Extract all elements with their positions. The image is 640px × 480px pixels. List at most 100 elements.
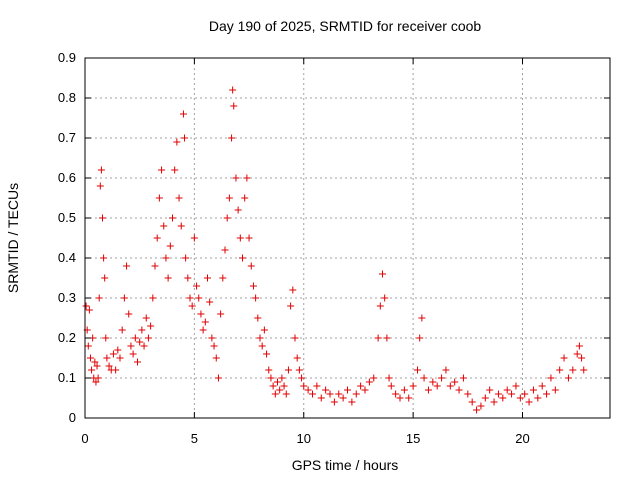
data-point	[376, 302, 384, 310]
data-point	[105, 362, 113, 370]
data-point	[245, 234, 253, 242]
data-point	[158, 166, 166, 174]
data-point	[229, 86, 237, 94]
data-point	[131, 334, 139, 342]
y-tick-label: 0.1	[58, 370, 76, 385]
data-point	[88, 366, 96, 374]
data-point	[287, 302, 295, 310]
data-point	[473, 406, 481, 414]
data-point	[486, 386, 494, 394]
data-point	[204, 274, 211, 282]
y-axis-label: SRMTID / TECUs	[5, 183, 21, 293]
data-point	[271, 390, 279, 398]
data-point	[247, 262, 255, 270]
data-point	[164, 274, 172, 282]
data-point	[374, 334, 382, 342]
data-point	[525, 398, 533, 406]
data-point	[564, 374, 572, 382]
data-point	[252, 294, 260, 302]
data-point	[97, 166, 105, 174]
data-point	[125, 310, 133, 318]
data-point	[136, 338, 144, 346]
data-point	[175, 194, 183, 202]
data-point	[169, 214, 176, 222]
data-point	[142, 314, 150, 322]
data-point	[93, 362, 101, 370]
data-point	[370, 374, 378, 382]
data-point	[112, 366, 120, 374]
x-tick-label: 10	[297, 431, 311, 446]
data-point	[260, 326, 268, 334]
x-tick-label: 15	[406, 431, 420, 446]
data-point	[201, 318, 209, 326]
data-point	[212, 354, 220, 362]
y-tick-label: 0.3	[58, 290, 76, 305]
data-point	[556, 366, 564, 374]
data-point	[230, 102, 238, 110]
data-point	[153, 234, 161, 242]
data-point	[127, 342, 135, 350]
data-point	[239, 254, 246, 262]
data-point	[361, 386, 369, 394]
x-axis-label: GPS time / hours	[292, 457, 399, 473]
data-point	[144, 334, 152, 342]
data-point	[147, 322, 155, 330]
data-point	[102, 334, 110, 342]
data-point	[173, 138, 181, 146]
data-point	[249, 282, 257, 290]
data-point	[186, 294, 194, 302]
data-point	[91, 358, 99, 366]
data-point	[451, 378, 459, 386]
data-point	[534, 394, 542, 402]
data-point	[416, 334, 424, 342]
data-point	[405, 394, 413, 402]
axis-ticks: 0 0.1 0.2 0.3 0.4 0.5 0.6 0.7 0.8 0.9 0 5 10 15 20	[58, 50, 610, 446]
data-point	[289, 286, 297, 294]
data-point	[330, 398, 338, 406]
data-point	[206, 298, 214, 306]
data-point	[208, 334, 216, 342]
data-point	[547, 374, 555, 382]
y-tick-label: 0.7	[58, 130, 76, 145]
data-point	[94, 374, 102, 382]
data-point	[171, 166, 179, 174]
data-point	[446, 382, 454, 390]
data-point	[85, 306, 93, 314]
data-point	[293, 354, 301, 362]
x-tick-label: 0	[81, 431, 88, 446]
grid-lines	[85, 58, 610, 418]
data-point	[543, 390, 551, 398]
data-point	[149, 294, 157, 302]
y-tick-label: 0.4	[58, 250, 76, 265]
data-point	[217, 310, 225, 318]
data-point	[278, 374, 286, 382]
data-point	[214, 374, 222, 382]
data-point	[109, 350, 117, 358]
data-point	[379, 270, 386, 278]
data-point	[282, 390, 290, 398]
data-point	[521, 390, 529, 398]
data-point	[269, 382, 277, 390]
data-point	[295, 366, 303, 374]
data-point	[414, 366, 421, 374]
data-point	[573, 350, 581, 358]
data-point	[313, 382, 321, 390]
data-point	[477, 402, 485, 410]
data-point	[424, 386, 432, 394]
data-point	[182, 254, 190, 262]
data-point	[123, 262, 131, 270]
data-point	[274, 378, 281, 386]
data-point	[326, 390, 334, 398]
data-point	[99, 214, 106, 222]
plot-frame	[84, 57, 611, 419]
y-tick-label: 0.9	[58, 50, 76, 65]
data-point	[344, 386, 351, 394]
data-point	[508, 390, 516, 398]
data-point	[335, 390, 343, 398]
data-point	[92, 378, 100, 386]
data-point	[352, 390, 360, 398]
data-point	[529, 386, 537, 394]
data-point	[383, 334, 391, 342]
data-point	[177, 222, 185, 230]
y-tick-label: 0.6	[58, 170, 76, 185]
